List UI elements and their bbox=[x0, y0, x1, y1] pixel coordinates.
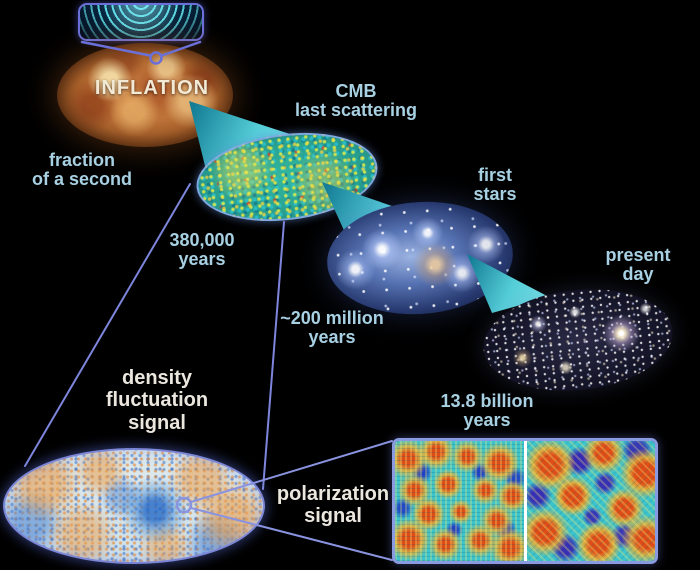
label-fraction-of-a-second: fraction of a second bbox=[31, 150, 133, 190]
label-first-stars: first stars bbox=[473, 165, 517, 205]
label-inflation: INFLATION bbox=[94, 77, 210, 99]
label-138-billion-years: 13.8 billion years bbox=[440, 391, 534, 431]
label-density-fluctuation-signal: density fluctuation signal bbox=[105, 367, 209, 434]
cmb-to-density-lines bbox=[24, 183, 285, 490]
polarization-panel bbox=[392, 438, 658, 564]
label-present-day: present day bbox=[605, 245, 671, 285]
quantum-ripples-panel bbox=[78, 3, 204, 41]
polarization-panel-left bbox=[395, 441, 524, 561]
label-380000-years: 380,000 years bbox=[169, 230, 235, 270]
label-cmb-last-scattering: CMB last scattering bbox=[294, 81, 418, 121]
density-fluctuation-map bbox=[3, 448, 265, 564]
polarization-panel-divider bbox=[523, 441, 527, 561]
polarization-panel-right bbox=[526, 441, 655, 561]
label-polarization-signal: polarization signal bbox=[276, 483, 390, 528]
label-200-million-years: ~200 million years bbox=[280, 308, 384, 348]
